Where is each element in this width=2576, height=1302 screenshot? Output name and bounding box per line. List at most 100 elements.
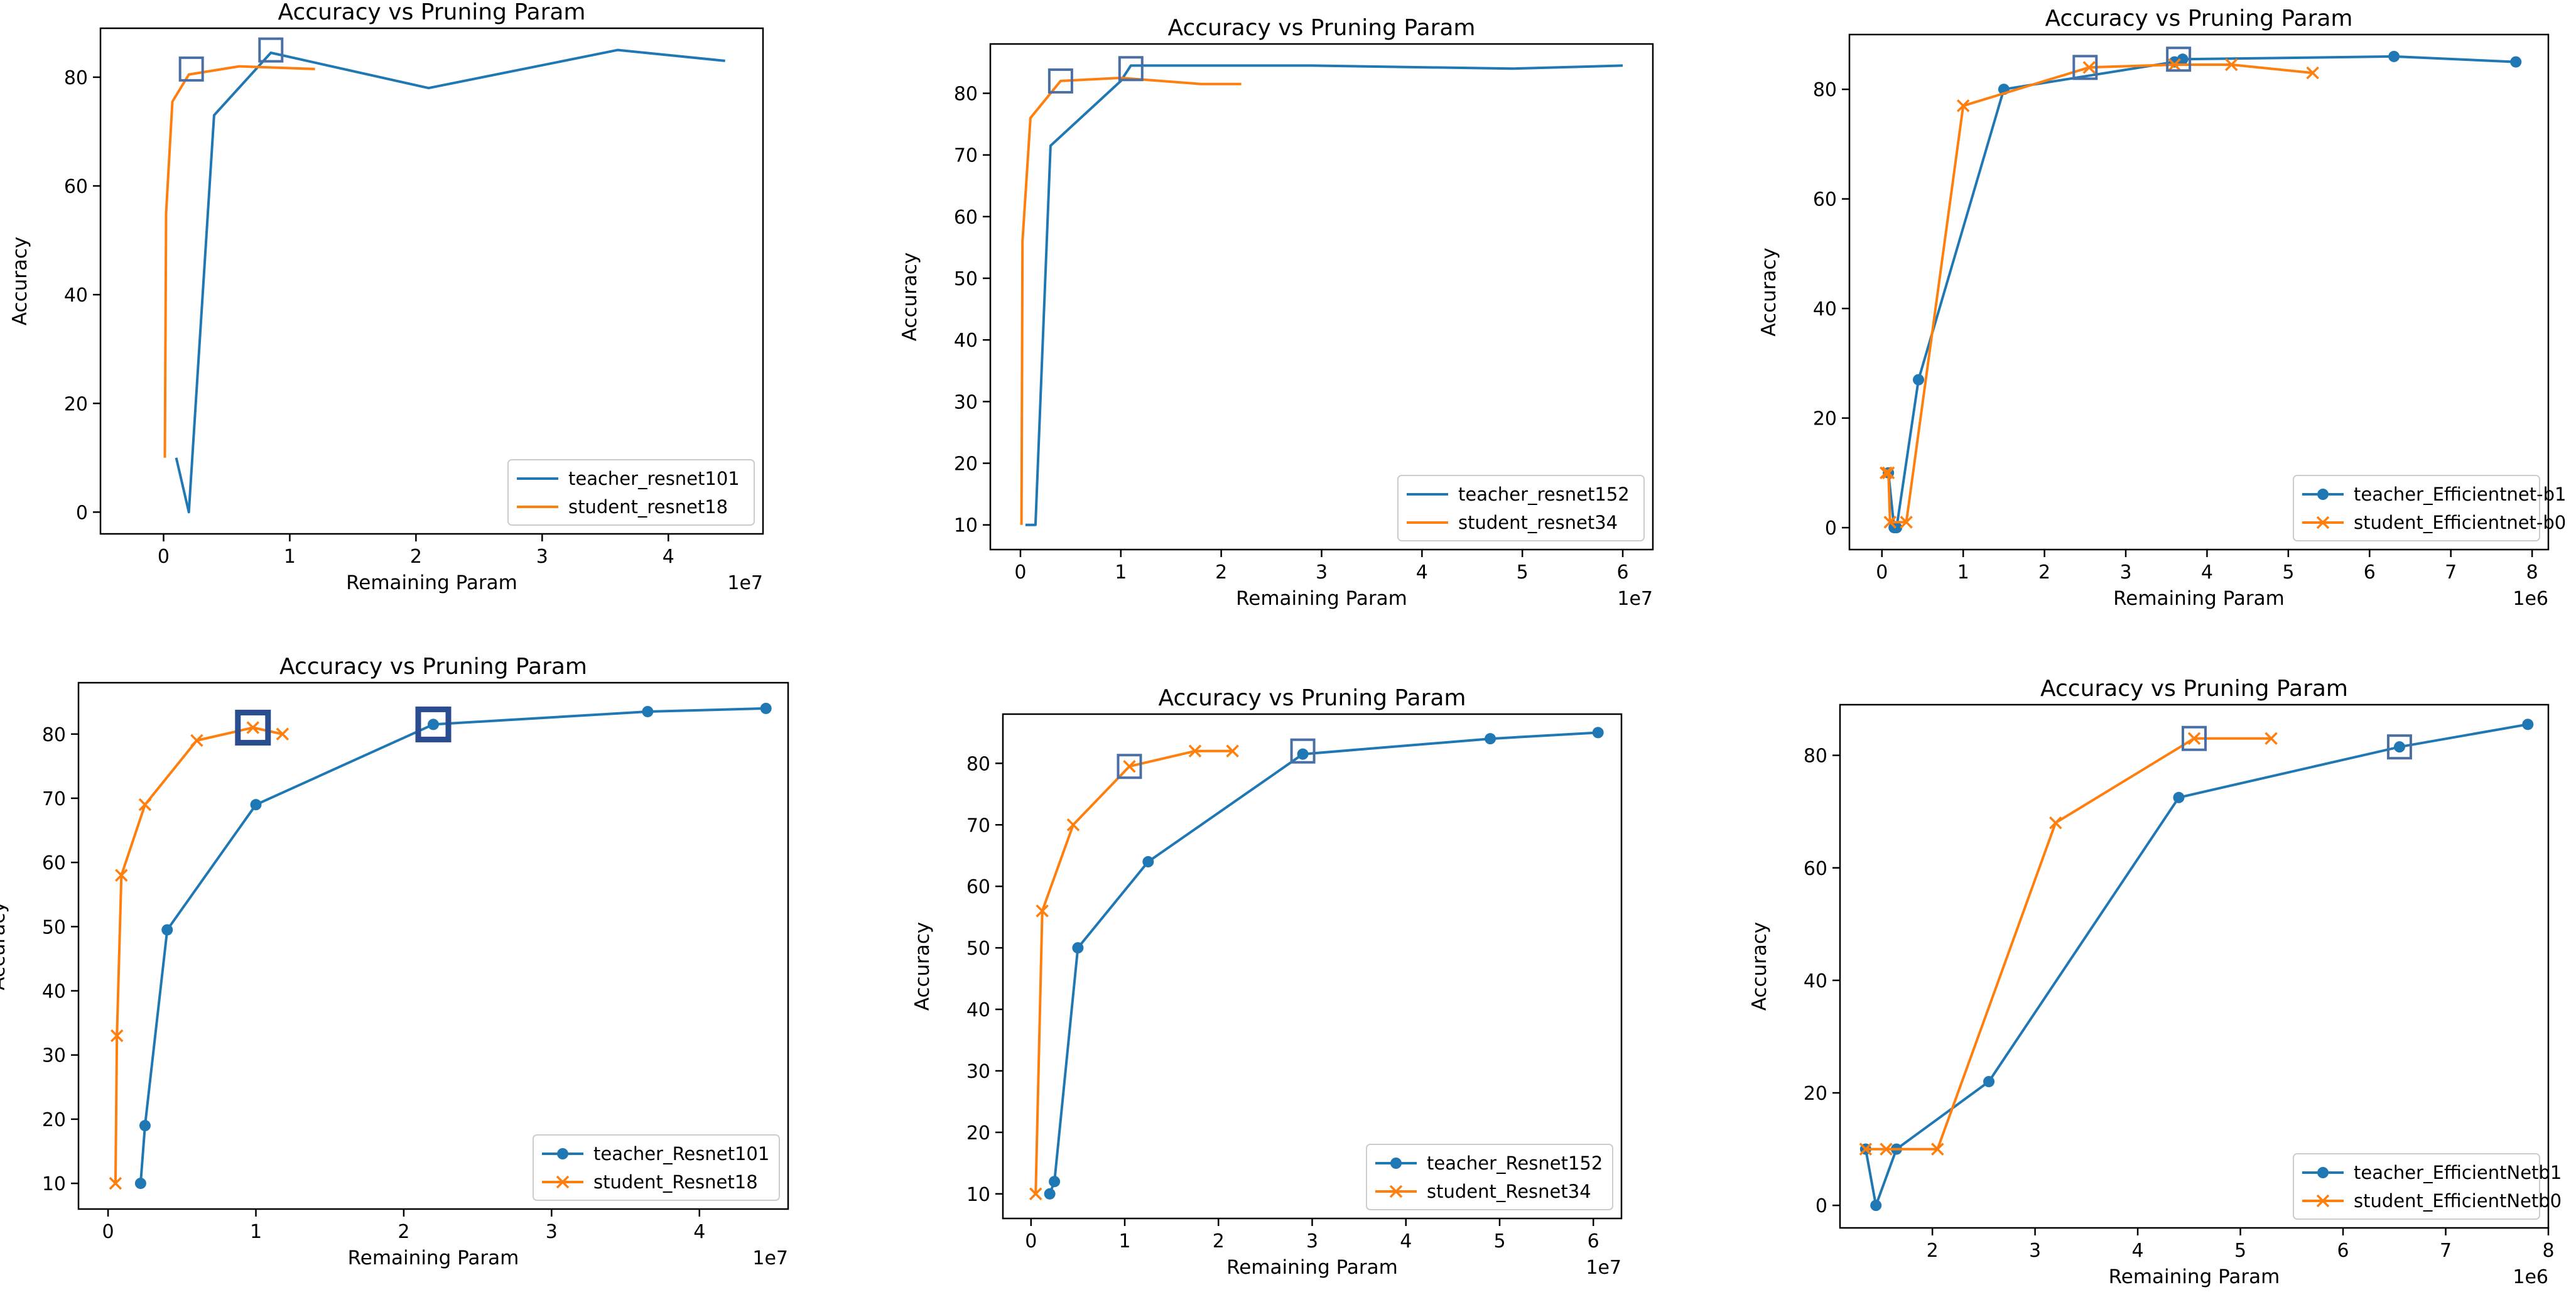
x-tick-label: 4 (2201, 561, 2213, 583)
y-tick-label: 20 (954, 453, 978, 475)
series-line-1 (1025, 64, 1623, 526)
legend-label: student_Resnet18 (593, 1171, 758, 1193)
x-tick-label: 6 (2337, 1240, 2349, 1262)
chart-title: Accuracy vs Pruning Param (278, 0, 585, 25)
data-point (1883, 516, 1897, 529)
x-offset-label: 1e7 (727, 572, 763, 594)
y-tick-label: 50 (42, 916, 66, 938)
data-point (2265, 732, 2278, 745)
data-point (1983, 1076, 1995, 1088)
data-point (109, 1176, 122, 1190)
legend-label: student_resnet34 (1458, 512, 1618, 533)
y-tick-label: 80 (1804, 746, 1827, 768)
legend-marker (557, 1148, 568, 1159)
x-tick-label: 4 (1416, 561, 1428, 583)
y-axis-label: Accuracy (9, 237, 31, 326)
plot-frame (989, 43, 1654, 551)
legend-marker (1389, 1185, 1403, 1198)
data-point (1142, 856, 1154, 868)
y-tick-label: 60 (64, 176, 88, 198)
legend-label: student_Resnet34 (1427, 1181, 1591, 1202)
legend-marker (556, 1175, 570, 1189)
legend: teacher_resnet152 student_resnet34 (1397, 475, 1645, 541)
x-tick-label: 4 (693, 1221, 705, 1243)
plot-frame (99, 27, 764, 535)
data-point (2177, 53, 2189, 65)
data-point (110, 1029, 124, 1043)
y-tick-label: 60 (954, 207, 978, 229)
x-tick-label: 3 (1306, 1230, 1318, 1252)
y-tick-label: 20 (1804, 1083, 1827, 1105)
x-tick-label: 8 (2526, 561, 2538, 583)
series-line-2 (163, 65, 315, 458)
legend-label: teacher_Efficientnet-b1 (2354, 484, 2566, 505)
x-axis-label: Remaining Param (2109, 1266, 2280, 1288)
x-tick-label: 3 (546, 1221, 558, 1243)
x-tick-label: 7 (2440, 1240, 2452, 1262)
x-tick-label: 2 (2038, 561, 2050, 583)
x-axis-label: Remaining Param (348, 1247, 519, 1269)
chart-4: Accuracy vs Pruning Param 0 1 2 3 4 10 20 30 40 50… (0, 654, 789, 1269)
y-tick-label: 70 (966, 815, 990, 837)
data-point (2173, 791, 2185, 803)
series-line-2 (114, 726, 283, 1184)
data-point (1880, 1142, 1893, 1156)
y-tick-label: 20 (42, 1109, 66, 1131)
y-tick-label: 80 (1813, 79, 1837, 101)
x-offset-label: 1e7 (752, 1247, 788, 1269)
x-tick-label: 2 (1213, 1230, 1225, 1252)
legend-label: teacher_EfficientNetb1 (2354, 1162, 2562, 1183)
x-tick-label: 4 (2132, 1240, 2144, 1262)
x-tick-label: 0 (158, 546, 170, 568)
y-tick-label: 20 (1813, 408, 1837, 430)
data-point (1036, 904, 1049, 918)
data-point (1485, 733, 1496, 745)
data-point (1880, 466, 1893, 480)
data-point (1900, 516, 1913, 529)
y-tick-label: 80 (64, 67, 88, 89)
series-line-1 (139, 707, 766, 1184)
chart-title: Accuracy vs Pruning Param (279, 654, 587, 680)
y-tick-label: 30 (42, 1045, 66, 1067)
y-tick-label: 0 (76, 502, 88, 524)
data-point (1066, 818, 1080, 832)
plot-frame (1839, 703, 2550, 1229)
legend: teacher_Efficientnet-b1 student_Efficient… (2293, 475, 2566, 541)
highlight-box (2182, 725, 2207, 751)
x-tick-label: 6 (2364, 561, 2376, 583)
data-point (428, 719, 439, 730)
x-tick-label: 8 (2542, 1240, 2554, 1262)
legend-frame (533, 1134, 780, 1201)
data-point (2306, 66, 2319, 80)
x-axis-label: Remaining Param (2113, 587, 2285, 610)
x-tick-label: 5 (2282, 561, 2294, 583)
data-point (190, 734, 203, 747)
y-tick-label: 40 (42, 981, 66, 1003)
y-tick-label: 30 (966, 1061, 990, 1083)
data-point (1044, 1188, 1056, 1200)
data-point (1870, 1200, 1882, 1212)
series-line-2 (1020, 77, 1242, 525)
y-tick-label: 0 (1825, 518, 1837, 540)
data-point (1297, 748, 1309, 760)
x-tick-label: 1 (1118, 1230, 1130, 1252)
legend-label: teacher_Resnet152 (1427, 1153, 1603, 1174)
y-tick-label: 30 (954, 391, 978, 413)
legend: teacher_EfficientNetb1 student_EfficientN… (2293, 1153, 2562, 1220)
data-point (1956, 99, 1970, 112)
legend-frame (2293, 1153, 2540, 1220)
x-tick-label: 2 (1927, 1240, 1939, 1262)
x-tick-label: 1 (1957, 561, 1969, 583)
legend: teacher_resnet101 student_resnet18 (507, 459, 755, 526)
data-point (2187, 732, 2201, 745)
y-tick-label: 60 (1804, 858, 1827, 880)
legend-label: teacher_resnet152 (1458, 484, 1630, 505)
chart-2: Accuracy vs Pruning Param 0 1 2 3 4 5 6 10 20 30 40… (899, 15, 1654, 610)
x-tick-label: 1 (250, 1221, 262, 1243)
x-tick-label: 4 (1400, 1230, 1412, 1252)
y-axis-label: Accuracy (911, 922, 934, 1011)
y-tick-label: 70 (954, 145, 978, 167)
